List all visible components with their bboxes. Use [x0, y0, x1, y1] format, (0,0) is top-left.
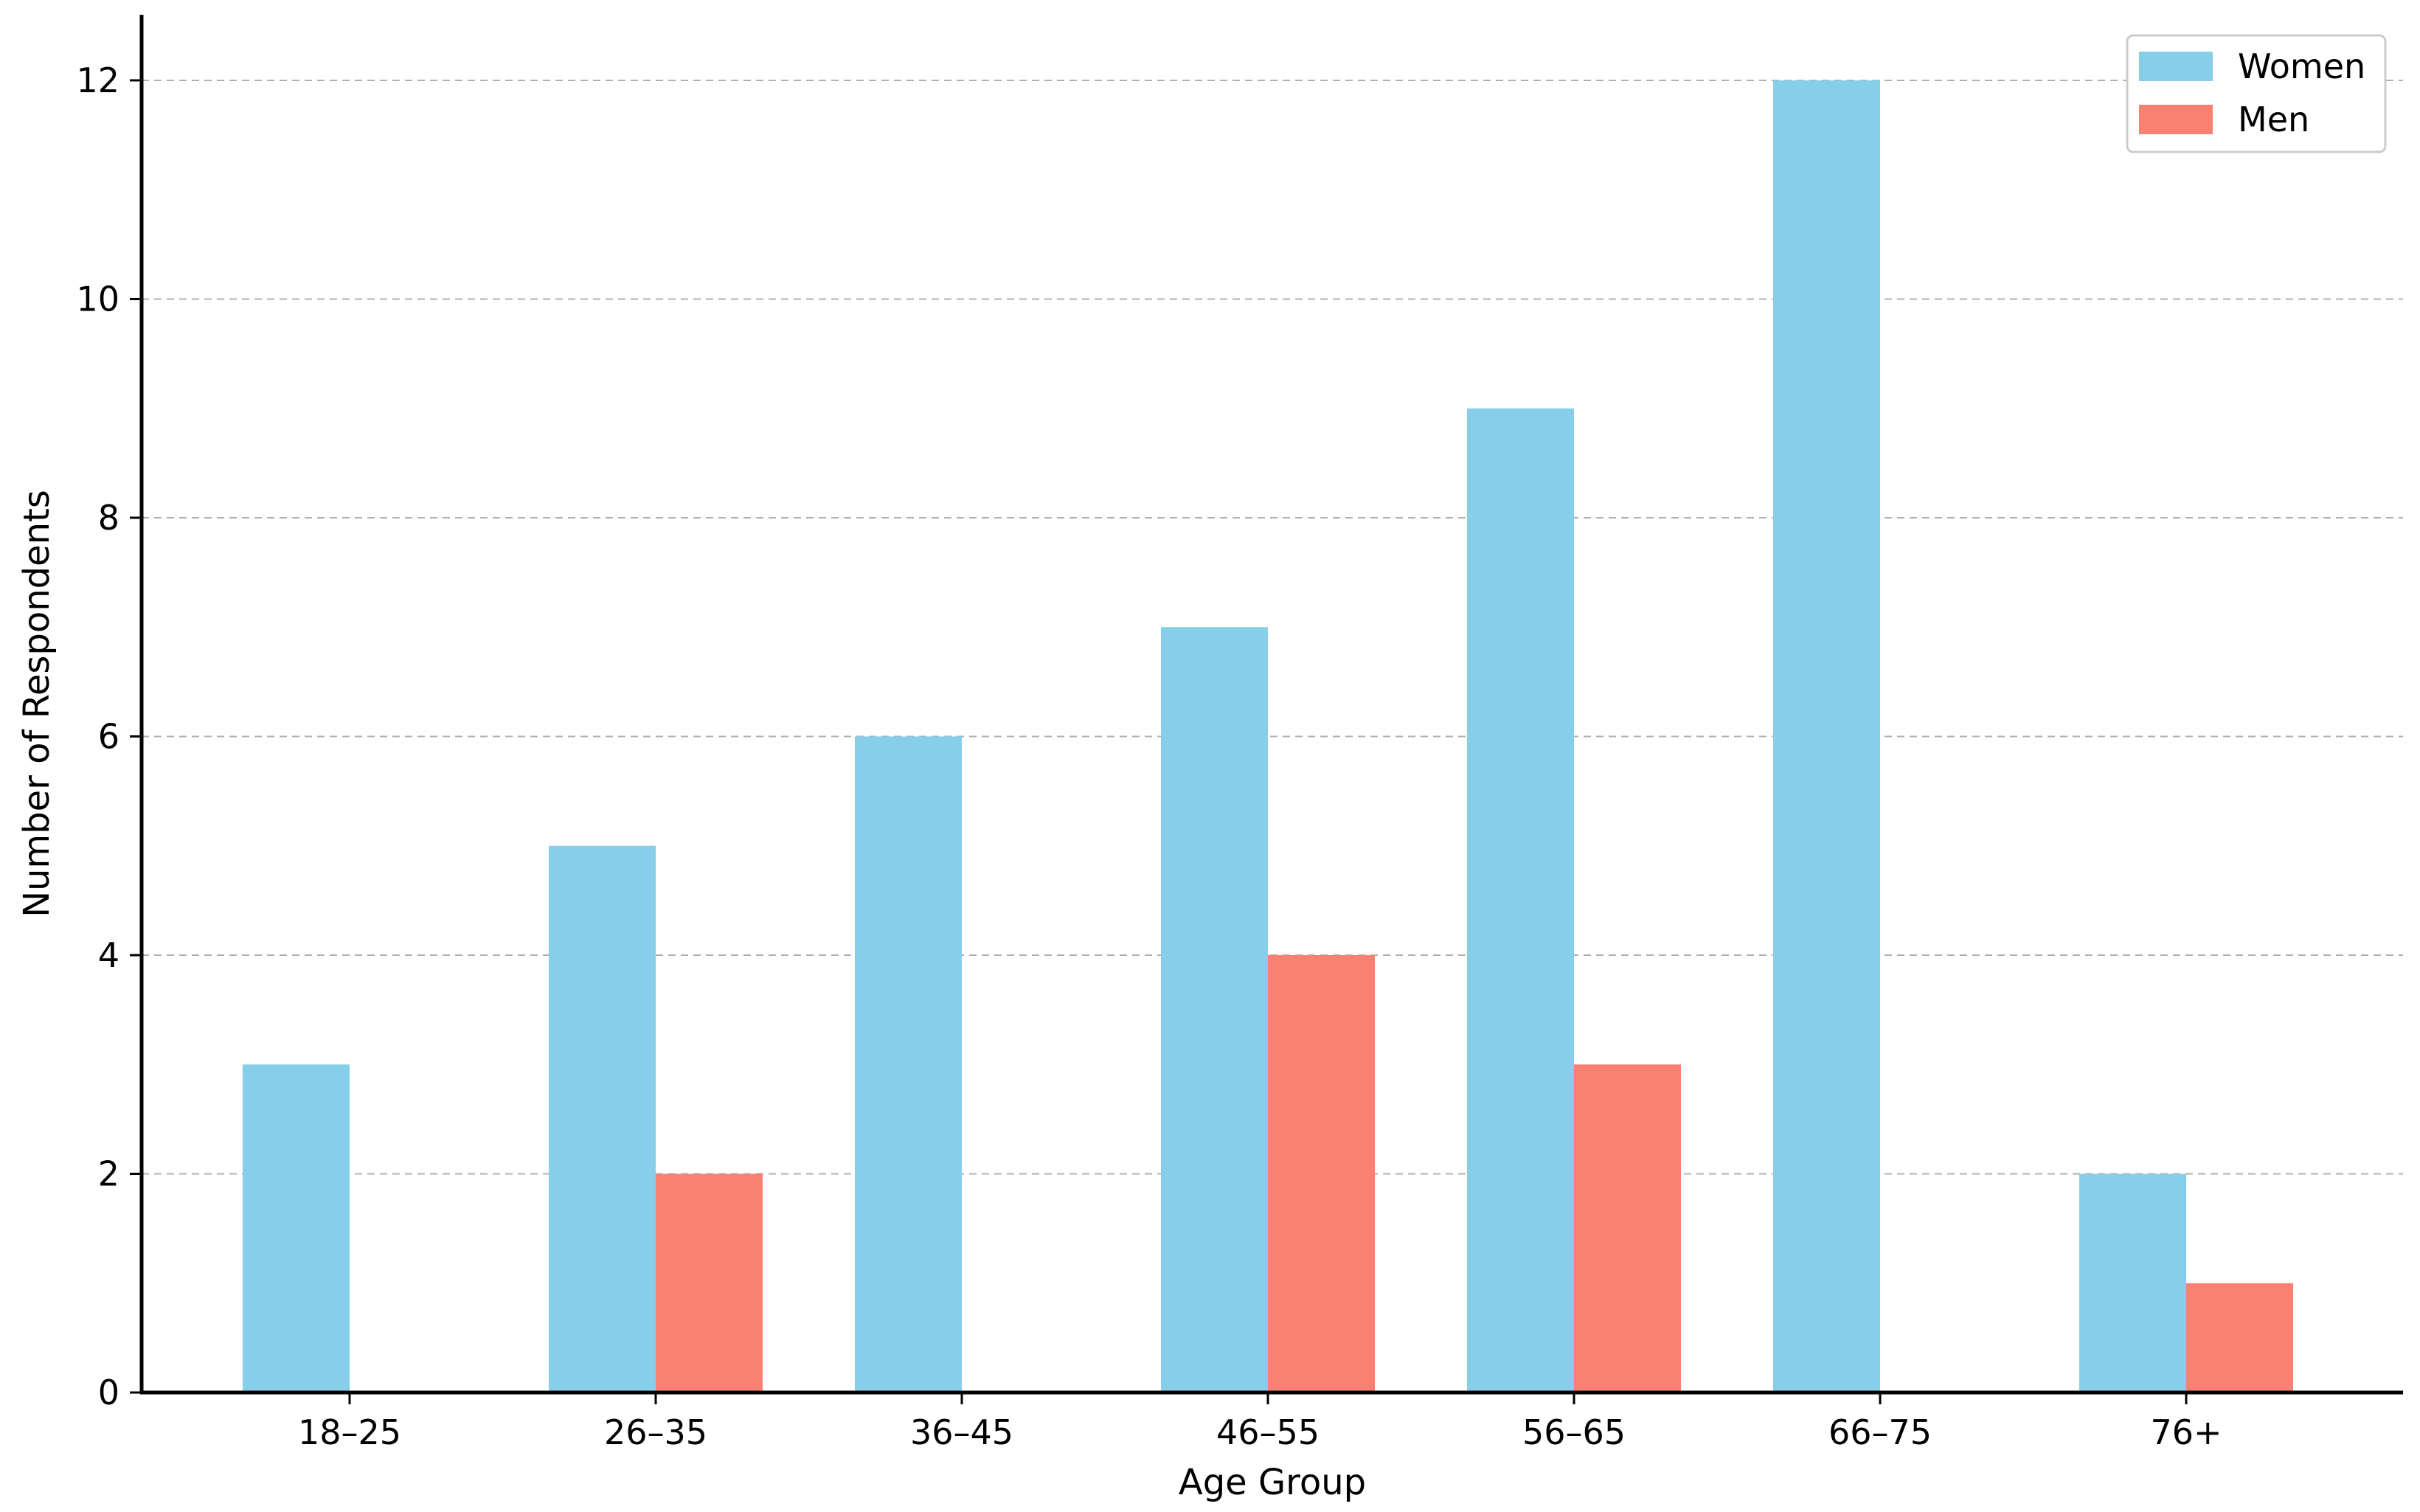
y-tick-label: 4 [98, 935, 119, 975]
x-tick-label: 66–75 [1828, 1412, 1932, 1452]
y-tick-label: 2 [98, 1154, 119, 1193]
x-axis-label: Age Group [1179, 1462, 1366, 1503]
bar-men-3 [1268, 954, 1375, 1393]
x-tick-label: 46–55 [1216, 1412, 1320, 1452]
y-axis-label: Number of Respondents [16, 490, 58, 918]
legend-swatch-women [2139, 52, 2213, 81]
legend-swatch-men [2139, 105, 2213, 134]
y-tick-label: 6 [98, 716, 119, 756]
x-tick-label: 18–25 [298, 1412, 401, 1452]
y-tick-label: 0 [98, 1373, 119, 1412]
y-ticks: 0 2 4 6 8 10 12 [76, 60, 142, 1412]
bar-men-1 [656, 1173, 763, 1393]
x-tick-label: 26–35 [604, 1412, 707, 1452]
bar-women-1 [549, 845, 656, 1393]
x-tick-label: 36–45 [910, 1412, 1013, 1452]
x-tick-label: 56–65 [1522, 1412, 1626, 1452]
bar-men-6 [2186, 1283, 2293, 1393]
gridlines [142, 79, 2403, 1175]
bar-women-5 [1773, 80, 1880, 1393]
legend: Women Men [2126, 34, 2387, 153]
x-tick-label: 76+ [2150, 1412, 2222, 1452]
bar-women-4 [1467, 408, 1574, 1393]
legend-label-men: Men [2238, 100, 2309, 139]
y-tick-label: 12 [76, 60, 119, 100]
legend-label-women: Women [2238, 46, 2365, 86]
bar-women-6 [2079, 1173, 2186, 1393]
axes [139, 15, 2403, 1395]
x-ticks: 18–25 26–35 36–45 46–55 56–65 66–75 76+ [298, 1393, 2222, 1452]
bar-women-0 [243, 1064, 350, 1393]
y-tick-label: 10 [76, 279, 119, 319]
bar-men-4 [1574, 1064, 1681, 1393]
bar-women-2 [855, 736, 962, 1393]
bar-women-3 [1161, 627, 1268, 1393]
y-tick-label: 8 [98, 498, 119, 538]
bars [243, 80, 2293, 1393]
